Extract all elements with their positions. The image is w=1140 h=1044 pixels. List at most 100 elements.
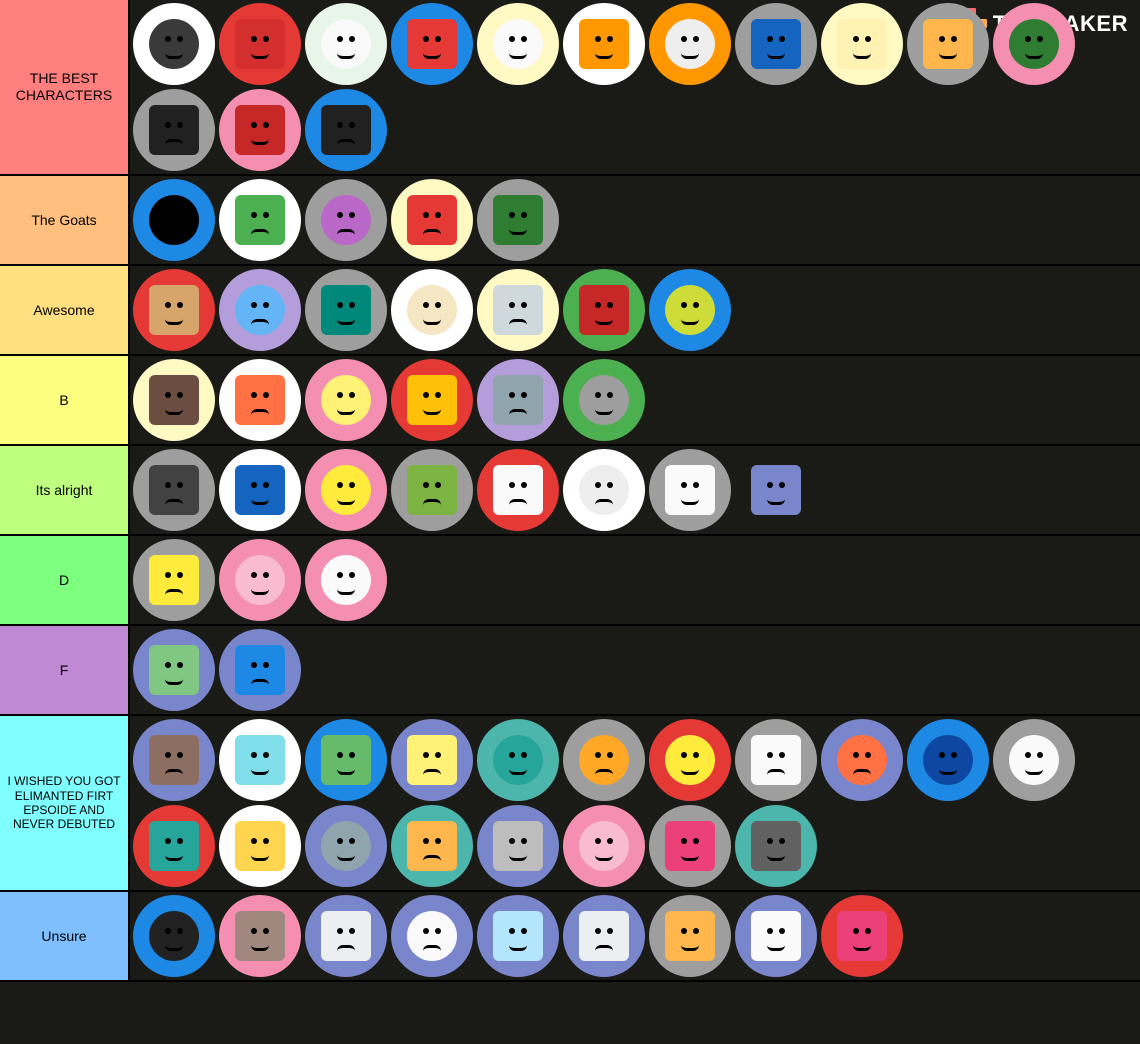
tier-row: Awesome [0, 266, 1140, 356]
tier-item[interactable] [821, 719, 903, 801]
tier-item[interactable] [391, 449, 473, 531]
tier-item[interactable] [649, 3, 731, 85]
tier-row: F [0, 626, 1140, 716]
tier-item[interactable] [219, 449, 301, 531]
tier-item[interactable] [821, 3, 903, 85]
tier-item[interactable] [391, 269, 473, 351]
tier-item[interactable] [391, 895, 473, 977]
tier-item[interactable] [477, 449, 559, 531]
tier-item[interactable] [563, 805, 645, 887]
tier-item[interactable] [219, 629, 301, 711]
tier-items [130, 356, 1140, 444]
tier-item[interactable] [993, 3, 1075, 85]
tier-item[interactable] [133, 719, 215, 801]
tier-item[interactable] [477, 805, 559, 887]
tier-item[interactable] [219, 3, 301, 85]
tier-item[interactable] [391, 179, 473, 261]
tier-row: I WISHED YOU GOT ELIMANTED FIRT EPSOIDE … [0, 716, 1140, 892]
tier-item[interactable] [305, 89, 387, 171]
tier-item[interactable] [391, 719, 473, 801]
tier-items [130, 716, 1140, 890]
tier-item[interactable] [563, 895, 645, 977]
tier-item[interactable] [219, 539, 301, 621]
tier-item[interactable] [305, 805, 387, 887]
tier-item[interactable] [219, 89, 301, 171]
tier-item[interactable] [219, 719, 301, 801]
tier-label[interactable]: The Goats [0, 176, 130, 264]
tier-label[interactable]: Unsure [0, 892, 130, 980]
tier-item[interactable] [993, 719, 1075, 801]
tier-item[interactable] [907, 719, 989, 801]
tier-row: The Goats [0, 176, 1140, 266]
tier-item[interactable] [907, 3, 989, 85]
tier-item[interactable] [391, 3, 473, 85]
tier-item[interactable] [821, 895, 903, 977]
tier-item[interactable] [133, 269, 215, 351]
tier-label[interactable]: Awesome [0, 266, 130, 354]
tier-item[interactable] [305, 539, 387, 621]
tier-item[interactable] [305, 895, 387, 977]
tier-item[interactable] [477, 719, 559, 801]
tier-label[interactable]: THE BEST CHARACTERS [0, 0, 130, 174]
tier-label[interactable]: Its alright [0, 446, 130, 534]
tier-item[interactable] [305, 719, 387, 801]
tier-item[interactable] [305, 449, 387, 531]
tier-item[interactable] [649, 269, 731, 351]
tier-row: B [0, 356, 1140, 446]
tier-item[interactable] [563, 449, 645, 531]
tier-item[interactable] [219, 359, 301, 441]
tier-item[interactable] [133, 3, 215, 85]
tier-item[interactable] [391, 359, 473, 441]
tier-row: D [0, 536, 1140, 626]
tier-item[interactable] [735, 719, 817, 801]
tier-items [130, 446, 1140, 534]
tier-item[interactable] [477, 179, 559, 261]
tier-label[interactable]: B [0, 356, 130, 444]
tier-item[interactable] [563, 359, 645, 441]
tier-item[interactable] [735, 805, 817, 887]
tier-item[interactable] [305, 3, 387, 85]
tier-item[interactable] [649, 449, 731, 531]
tier-item[interactable] [219, 179, 301, 261]
tier-item[interactable] [477, 895, 559, 977]
tier-items [130, 176, 1140, 264]
tier-item[interactable] [649, 719, 731, 801]
tier-item[interactable] [477, 269, 559, 351]
tier-item[interactable] [219, 269, 301, 351]
tier-item[interactable] [133, 895, 215, 977]
tier-item[interactable] [563, 719, 645, 801]
tier-item[interactable] [305, 269, 387, 351]
tier-item[interactable] [219, 805, 301, 887]
tier-item[interactable] [563, 269, 645, 351]
tier-item[interactable] [735, 449, 817, 531]
tier-item[interactable] [305, 179, 387, 261]
tier-item[interactable] [477, 359, 559, 441]
tier-items [130, 626, 1140, 714]
tier-item[interactable] [649, 805, 731, 887]
tier-row: Its alright [0, 446, 1140, 536]
tier-row: THE BEST CHARACTERS [0, 0, 1140, 176]
tier-item[interactable] [133, 89, 215, 171]
tier-item[interactable] [391, 805, 473, 887]
tier-items [130, 266, 1140, 354]
tier-row: Unsure [0, 892, 1140, 982]
tier-items [130, 536, 1140, 624]
tier-item[interactable] [133, 805, 215, 887]
tier-item[interactable] [735, 895, 817, 977]
tier-item[interactable] [477, 3, 559, 85]
tier-item[interactable] [649, 895, 731, 977]
tier-items [130, 892, 1140, 980]
tier-item[interactable] [133, 179, 215, 261]
tier-item[interactable] [133, 359, 215, 441]
tier-label[interactable]: F [0, 626, 130, 714]
tier-label[interactable]: D [0, 536, 130, 624]
tier-item[interactable] [563, 3, 645, 85]
tier-label[interactable]: I WISHED YOU GOT ELIMANTED FIRT EPSOIDE … [0, 716, 130, 890]
tier-list: TIERMAKER THE BEST CHARACTERSThe GoatsAw… [0, 0, 1140, 982]
tier-item[interactable] [219, 895, 301, 977]
tier-item[interactable] [133, 449, 215, 531]
tier-item[interactable] [133, 539, 215, 621]
tier-item[interactable] [305, 359, 387, 441]
tier-item[interactable] [133, 629, 215, 711]
tier-item[interactable] [735, 3, 817, 85]
